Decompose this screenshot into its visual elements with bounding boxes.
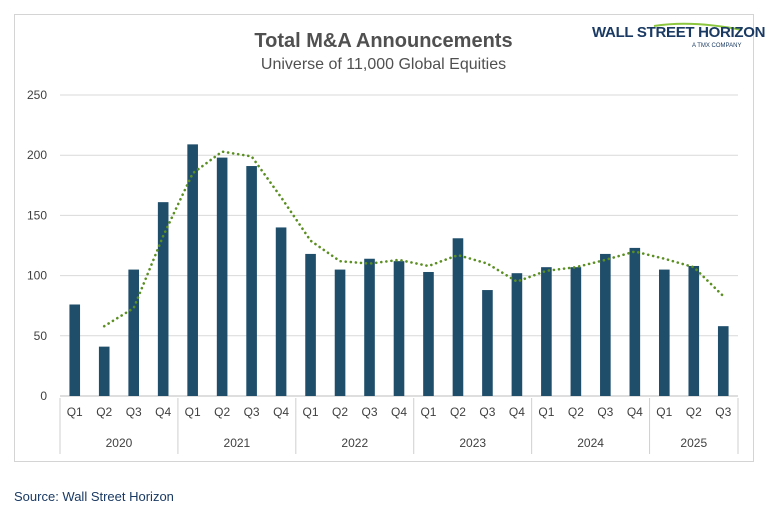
y-tick-label: 150	[27, 208, 47, 222]
chart-subtitle: Universe of 11,000 Global Equities	[260, 56, 507, 73]
x-tick-label: Q2	[686, 405, 702, 419]
chart-title: Total M&A Announcements	[254, 30, 513, 52]
x-tick-label: Q4	[627, 405, 643, 419]
x-tick-label: Q2	[332, 405, 348, 419]
x-tick-label: Q2	[450, 405, 466, 419]
x-tick-label: Q3	[126, 405, 142, 419]
logo-tagline: A TMX COMPANY	[692, 43, 742, 49]
x-tick-label: Q1	[303, 405, 319, 419]
x-tick-label: Q1	[538, 405, 554, 419]
x-tick-label: Q4	[155, 405, 171, 419]
year-label: 2021	[224, 436, 251, 450]
bar	[629, 247, 641, 396]
bar	[511, 273, 523, 396]
bar	[482, 290, 493, 396]
bar	[187, 144, 198, 396]
x-tick-label: Q1	[420, 405, 436, 419]
bar	[423, 271, 434, 396]
x-tick-label: Q1	[185, 405, 201, 419]
bar	[658, 269, 670, 396]
y-tick-label: 0	[40, 389, 47, 403]
bar	[717, 326, 729, 396]
chart-frame	[14, 14, 754, 462]
x-tick-label: Q1	[656, 405, 672, 419]
x-tick-label: Q4	[509, 405, 525, 419]
bar	[216, 157, 228, 396]
x-tick-label: Q3	[715, 405, 731, 419]
bar	[246, 166, 257, 396]
x-tick-label: Q2	[96, 405, 112, 419]
x-tick-label: Q3	[362, 405, 378, 419]
logo-swoosh	[653, 22, 743, 31]
x-tick-label: Q2	[568, 405, 584, 419]
bar	[600, 253, 611, 396]
bar	[98, 346, 110, 396]
x-tick-label: Q3	[597, 405, 613, 419]
x-tick-label: Q3	[244, 405, 260, 419]
bar	[305, 253, 316, 396]
bar	[570, 267, 582, 396]
x-tick-label: Q3	[479, 405, 495, 419]
y-tick-label: 100	[27, 269, 47, 283]
bar	[393, 261, 405, 396]
bar	[541, 267, 552, 396]
bar	[275, 227, 287, 396]
wall-street-horizon-logo: WALL STREET HORIZON A TMX COMPANY	[592, 22, 765, 62]
bar	[452, 238, 464, 396]
trend-line	[102, 150, 725, 328]
bar	[69, 304, 81, 396]
year-label: 2024	[577, 436, 604, 450]
bar	[364, 258, 375, 396]
bar	[334, 269, 346, 396]
x-tick-label: Q4	[391, 405, 407, 419]
chart-plot: 0 50 100 150 200 250 Q1 Q2 Q3 Q4 Q1 Q2 Q3 Q4 Q1 Q2 Q3 Q4 Q…	[27, 88, 739, 454]
x-tick-label: Q1	[67, 405, 83, 419]
logo-wordmark: WALL STREET HORIZON	[592, 24, 766, 41]
y-tick-label: 50	[34, 329, 48, 343]
year-label: 2020	[106, 436, 133, 450]
source-note: Source: Wall Street Horizon	[14, 489, 174, 504]
bar	[688, 265, 700, 396]
year-label: 2022	[341, 436, 368, 450]
x-tick-label: Q2	[214, 405, 230, 419]
y-tick-label: 200	[27, 148, 47, 162]
bar	[128, 269, 140, 396]
bar	[157, 202, 169, 396]
year-label: 2023	[459, 436, 486, 450]
year-label: 2025	[680, 436, 707, 450]
x-tick-label: Q4	[273, 405, 289, 419]
y-tick-label: 250	[27, 88, 47, 102]
